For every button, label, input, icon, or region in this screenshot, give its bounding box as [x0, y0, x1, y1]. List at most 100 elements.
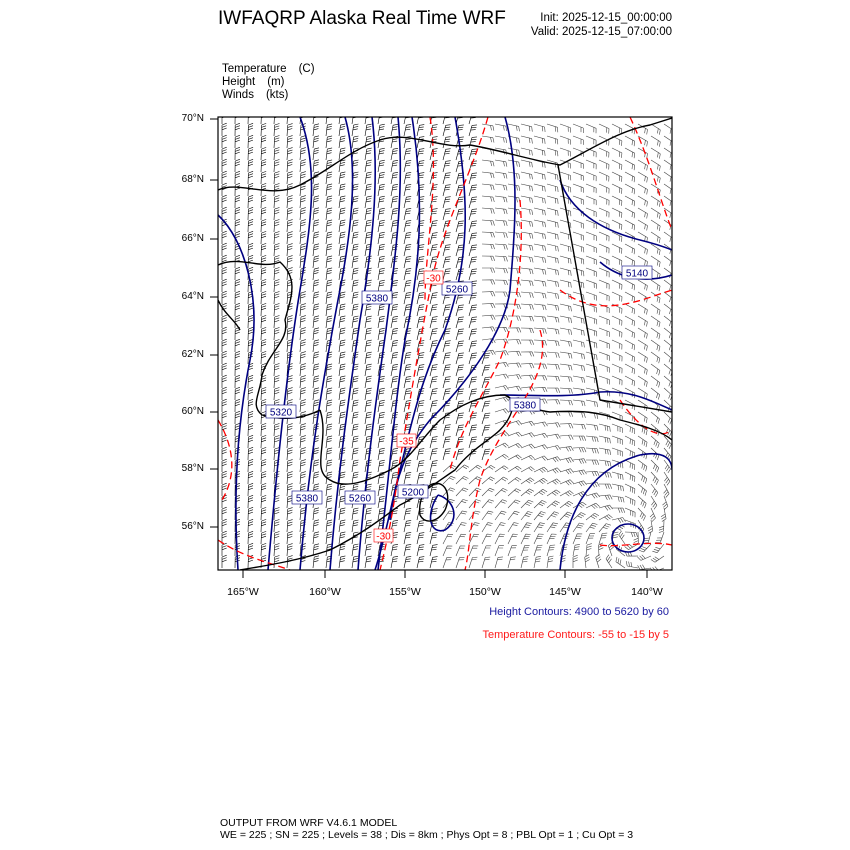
wind-barb: [260, 363, 267, 377]
wind-barb: [559, 279, 572, 288]
wind-barb: [608, 542, 614, 557]
wind-barb: [520, 432, 535, 438]
wind-barb: [286, 519, 293, 533]
wind-barb: [312, 255, 320, 269]
wind-barb: [299, 219, 306, 233]
wind-barb: [611, 363, 623, 374]
wind-barb: [234, 195, 241, 209]
wind-barb: [572, 554, 578, 568]
wind-barb: [442, 208, 451, 221]
wind-barb: [546, 327, 560, 335]
wind-barb: [312, 117, 319, 125]
wind-barb: [533, 433, 548, 439]
wind-barb: [507, 207, 521, 215]
wind-barb: [559, 327, 572, 335]
wind-barb: [403, 520, 412, 533]
wind-barb: [468, 522, 480, 533]
wind-barb: [234, 351, 241, 365]
wind-barb: [649, 507, 656, 522]
wind-barb: [429, 556, 438, 569]
wind-barb: [611, 303, 623, 314]
wind-barb: [416, 364, 425, 377]
wind-barb: [260, 351, 267, 365]
wind-barb: [455, 148, 464, 161]
wind-barb: [624, 471, 636, 482]
wind-barb: [624, 183, 635, 195]
wind-barb: [520, 522, 532, 533]
wind-barb: [546, 231, 559, 240]
wind-barb: [312, 519, 320, 533]
wind-barb: [611, 327, 623, 338]
wind-barb: [611, 255, 623, 266]
wind-barb: [247, 231, 254, 245]
wind-barb: [455, 328, 464, 341]
wind-barb: [572, 469, 587, 476]
wind-barb: [338, 255, 346, 269]
wind-barb: [598, 494, 613, 500]
wind-barb: [338, 219, 346, 233]
wind-barb: [455, 487, 469, 497]
wind-barb: [260, 303, 267, 317]
wind-barb: [572, 243, 585, 253]
wind-barb: [663, 423, 672, 437]
plot-title: IWFAQRP Alaska Real Time WRF: [218, 8, 506, 29]
wind-barb: [286, 195, 293, 209]
wind-barb: [520, 303, 534, 310]
wind-barb: [559, 147, 571, 157]
wind-barb: [221, 458, 227, 472]
wind-barb: [559, 511, 573, 521]
wind-barb: [494, 465, 509, 473]
wind-barb: [637, 399, 648, 411]
wind-barb: [494, 408, 509, 414]
wind-barb: [572, 399, 586, 407]
wind-barb: [286, 363, 293, 377]
wind-barb: [546, 255, 559, 264]
wind-barb: [637, 135, 648, 147]
wind-barb: [390, 268, 399, 281]
lon-tick-label: 165°W: [227, 586, 259, 598]
svg-text:5380: 5380: [296, 494, 319, 505]
wind-barb: [247, 471, 254, 485]
wind-barb: [364, 303, 372, 317]
wind-barb: [637, 303, 648, 315]
wind-barb: [572, 267, 585, 277]
wind-barb: [468, 545, 479, 557]
wind-barb: [234, 483, 241, 497]
wind-barb: [403, 208, 412, 221]
wind-barb: [546, 478, 561, 485]
wind-barb: [247, 171, 254, 185]
wind-barb: [299, 207, 306, 221]
wind-barb: [338, 207, 346, 221]
wind-barb: [559, 423, 574, 429]
wind-barb: [650, 147, 661, 159]
wind-barb: [416, 436, 425, 449]
wind-barb: [273, 363, 280, 377]
wind-barb: [572, 159, 584, 169]
wind-barb: [650, 219, 661, 231]
wind-barb: [403, 388, 412, 401]
wind-barb: [351, 555, 359, 569]
wind-barb: [482, 267, 496, 273]
wind-barb: [637, 471, 648, 484]
wind-barb: [650, 447, 660, 461]
wind-barb: [299, 519, 306, 533]
wind-barb: [390, 520, 399, 533]
wind-barb: [338, 291, 346, 305]
wind-barb: [650, 303, 661, 316]
wind-barb: [611, 231, 623, 242]
wind-barb: [364, 351, 372, 365]
wind-barb: [442, 545, 453, 557]
wind-barb: [585, 195, 597, 206]
wind-barb: [286, 459, 293, 473]
lon-tick-label: 155°W: [389, 586, 421, 598]
wind-barb: [273, 519, 280, 533]
wind-barb: [637, 243, 648, 255]
wind-barb: [663, 471, 671, 486]
wind-barb: [351, 231, 359, 245]
wind-barb: [286, 315, 293, 329]
wind-barb: [442, 376, 451, 389]
wind-barb: [403, 292, 412, 305]
wind-barb: [312, 291, 320, 305]
wind-barb: [598, 504, 613, 511]
wind-barb: [364, 555, 372, 569]
